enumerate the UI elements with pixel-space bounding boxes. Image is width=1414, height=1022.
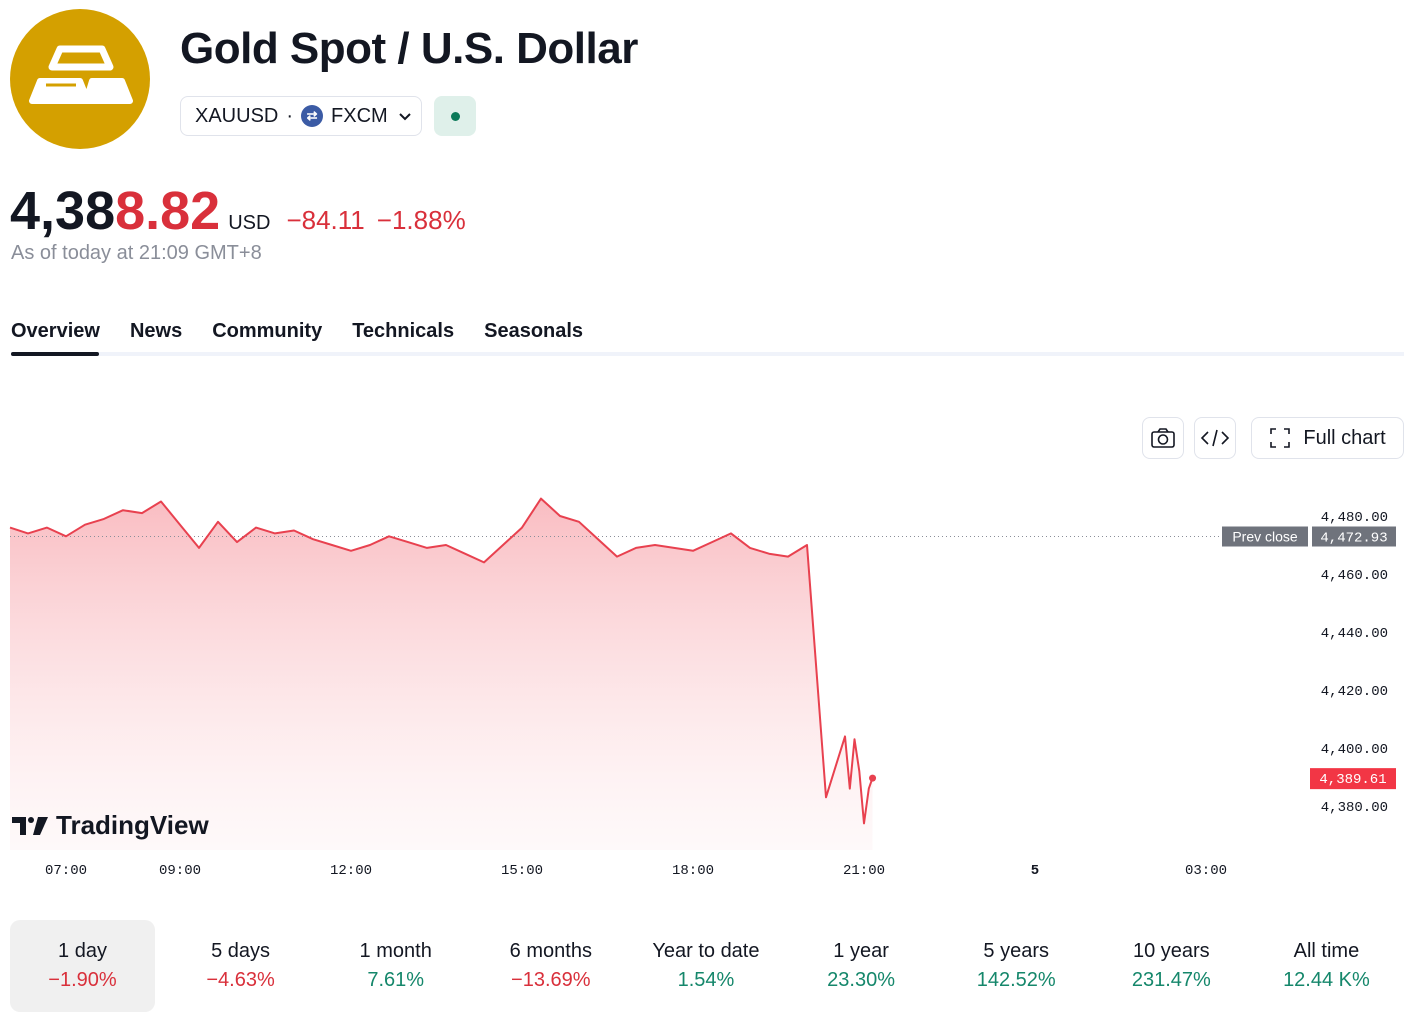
period-change: −13.69%: [511, 969, 591, 991]
full-chart-button[interactable]: Full chart: [1251, 417, 1404, 459]
period-label: 5 years: [983, 940, 1049, 962]
period-1-month[interactable]: 1 month 7.61%: [318, 920, 473, 1012]
symbol-logo: [10, 9, 150, 149]
tab-seasonals[interactable]: Seasonals: [484, 320, 584, 342]
last-price-value: 4,389.61: [1319, 772, 1386, 788]
y-tick-label: 4,420.00: [1321, 684, 1388, 700]
gold-bars-icon: [29, 45, 133, 104]
period-10-years[interactable]: 10 years 231.47%: [1094, 920, 1249, 1012]
period-label: 1 year: [833, 940, 889, 962]
y-tick-label: 4,460.00: [1321, 568, 1388, 584]
period-label: 1 day: [58, 940, 107, 962]
price-line: [9, 497, 874, 825]
prev-close-value-tag: [1312, 526, 1396, 547]
price-timestamp: As of today at 21:09 GMT+8: [11, 242, 262, 264]
period-change: 12.44 K%: [1283, 969, 1370, 991]
prev-close-tag: [1222, 526, 1308, 547]
price-tail: 8.82: [115, 181, 221, 241]
period-change: 7.61%: [367, 969, 425, 991]
symbol-exchange-selector[interactable]: XAUUSD · ⇄ FXCM: [180, 96, 422, 136]
tradingview-icon: [12, 816, 48, 835]
period-label: 1 month: [359, 940, 432, 962]
period-change: 142.52%: [976, 969, 1056, 991]
y-tick-label: 4,400.00: [1321, 742, 1388, 758]
tab-community[interactable]: Community: [212, 320, 323, 342]
period-change: −1.90%: [48, 969, 117, 991]
period-change: −4.63%: [206, 969, 275, 991]
prev-close-tag-label: Prev close: [1232, 529, 1298, 545]
period-label: All time: [1293, 940, 1360, 962]
period-change: 231.47%: [1131, 969, 1211, 991]
page-title: Gold Spot / U.S. Dollar: [180, 24, 638, 73]
chevron-down-icon: [398, 113, 411, 121]
fullscreen-icon: [1270, 428, 1291, 448]
last-price-point: [869, 774, 877, 782]
y-tick-label: 4,480.00: [1321, 510, 1388, 526]
price-change: −84.11: [286, 205, 365, 235]
y-tick-label: 4,380.00: [1321, 800, 1388, 816]
price-chart[interactable]: 4,480.00 4,460.00 4,440.00 4,420.00 4,400.00…: [0, 470, 1414, 890]
period-change: 23.30%: [827, 969, 895, 991]
x-tick-label: 5: [1031, 863, 1039, 879]
camera-icon: [1151, 428, 1175, 448]
last-price-tag: [1310, 768, 1396, 790]
tab-bar: Overview News Community Technicals Seaso…: [11, 320, 583, 353]
tab-overview[interactable]: Overview: [11, 320, 100, 342]
period-5-days[interactable]: 5 days −4.63%: [163, 920, 318, 1012]
period-label: 5 days: [211, 940, 271, 962]
x-tick-label: 18:00: [672, 863, 714, 879]
x-tick-label: 21:00: [843, 863, 885, 879]
period-6-months[interactable]: 6 months −13.69%: [473, 920, 628, 1012]
tab-bar-track: [11, 352, 1404, 356]
tab-news[interactable]: News: [129, 320, 183, 342]
period-1-day[interactable]: 1 day −1.90%: [10, 920, 155, 1012]
period-label: 10 years: [1132, 940, 1210, 962]
period-label: Year to date: [652, 940, 760, 962]
period-1-year[interactable]: 1 year 23.30%: [784, 920, 939, 1012]
period-performance-bar: 1 day −1.90% 5 days −4.63% 1 month 7.61% 6 mon…: [10, 920, 1404, 1012]
embed-button[interactable]: [1194, 417, 1236, 459]
x-tick-label: 03:00: [1185, 863, 1227, 879]
exchange-label: FXCM: [331, 104, 388, 127]
active-tab-indicator: [11, 352, 99, 356]
x-tick-label: 12:00: [330, 863, 372, 879]
prev-close-value: 4,472.93: [1320, 531, 1387, 547]
status-dot-icon: [450, 111, 460, 121]
period-year-to-date[interactable]: Year to date 1.54%: [628, 920, 783, 1012]
price-main: 4,38: [10, 181, 116, 241]
period-all-time[interactable]: All time 12.44 K%: [1249, 920, 1404, 1012]
tab-technicals[interactable]: Technicals: [352, 320, 455, 342]
tradingview-logo: TradingView: [12, 810, 209, 841]
period-5-years[interactable]: 5 years 142.52%: [939, 920, 1094, 1012]
market-status-button[interactable]: [434, 96, 476, 136]
branding-label: TradingView: [56, 810, 209, 840]
x-tick-label: 15:00: [501, 863, 543, 879]
y-tick-label: 4,440.00: [1321, 626, 1388, 642]
price-currency: USD: [228, 212, 271, 234]
symbol-label: XAUUSD: [195, 104, 279, 127]
full-chart-label: Full chart: [1303, 426, 1386, 449]
period-label: 6 months: [509, 940, 592, 962]
exchange-icon: ⇄: [301, 105, 324, 127]
x-tick-label: 09:00: [159, 863, 201, 879]
snapshot-button[interactable]: [1142, 417, 1184, 459]
separator: ·: [286, 104, 294, 127]
price-change-percent: −1.88%: [376, 205, 466, 235]
code-icon: [1200, 429, 1230, 447]
period-change: 1.54%: [677, 969, 735, 991]
price-block: 4,38 8.82 USD −84.11 −1.88%: [10, 180, 466, 242]
price-area-fill: [10, 498, 873, 850]
x-tick-label: 07:00: [45, 863, 87, 879]
